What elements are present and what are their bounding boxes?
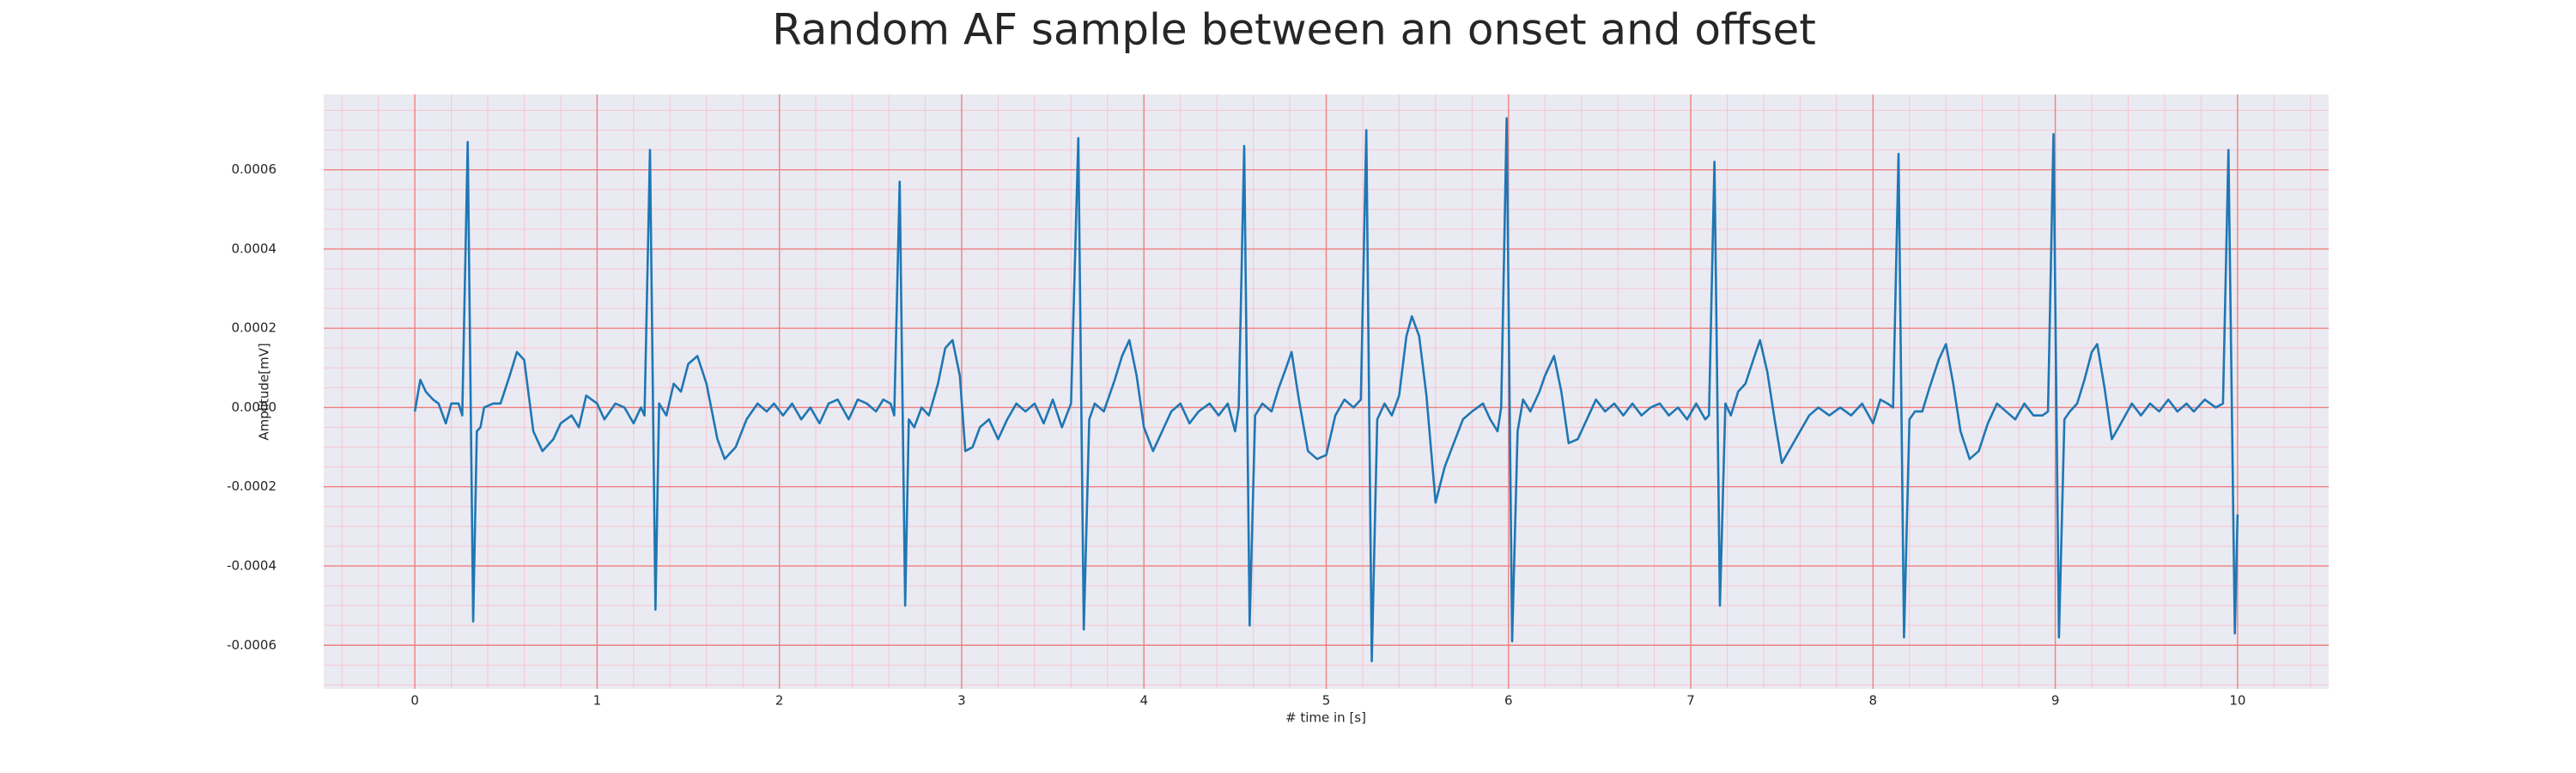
- grid: [324, 94, 2329, 689]
- x-tick-label: 6: [1504, 693, 1513, 709]
- marks: [413, 117, 2239, 663]
- x-tick-label: 7: [1686, 693, 1695, 709]
- y-tick-label: 0.0000: [232, 399, 277, 415]
- x-tick-label: 9: [2051, 693, 2060, 709]
- y-tick-label: -0.0002: [227, 478, 276, 494]
- x-tick-label: 10: [2229, 693, 2245, 709]
- x-tick-label: 4: [1139, 693, 1148, 709]
- y-tick-label: -0.0004: [227, 557, 276, 573]
- x-tick-label: 5: [1322, 693, 1331, 709]
- y-axis-label: Amplitude[mV]: [257, 343, 272, 440]
- y-tick-label: -0.0006: [227, 637, 276, 653]
- x-tick-label: 3: [957, 693, 966, 709]
- y-tick-label: 0.0006: [232, 161, 277, 177]
- signal-line: [413, 117, 2239, 663]
- x-tick-label: 1: [593, 693, 602, 709]
- chart-title: Random AF sample between an onset and of…: [772, 5, 1816, 55]
- x-tick-label: 0: [410, 693, 419, 709]
- y-tick-label: 0.0002: [232, 320, 277, 336]
- x-axis-label: # time in [s]: [1285, 710, 1366, 726]
- y-tick-label: 0.0004: [232, 240, 277, 256]
- x-tick-label: 2: [775, 693, 784, 709]
- x-tick-label: 8: [1869, 693, 1878, 709]
